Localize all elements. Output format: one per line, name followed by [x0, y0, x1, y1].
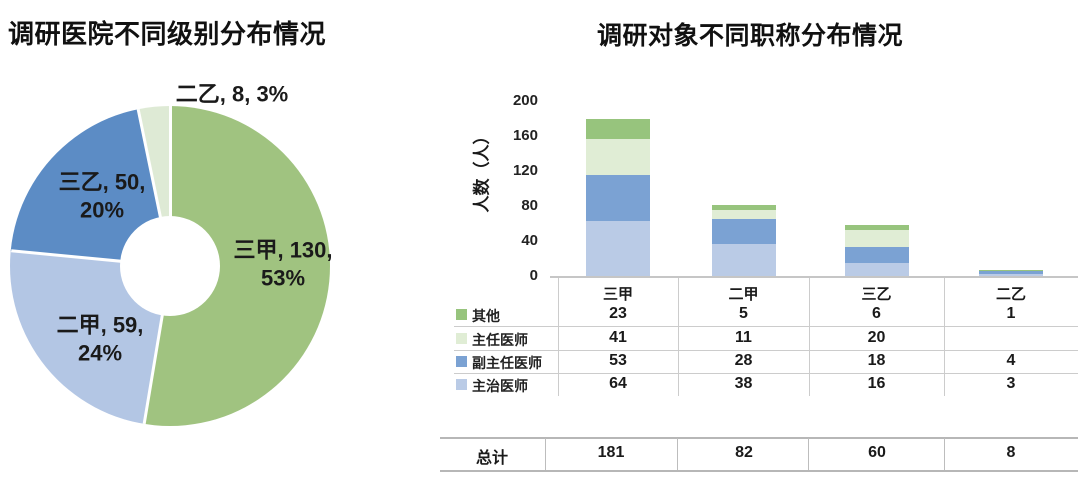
bar-segment-三甲 — [586, 174, 650, 221]
y-tick-label: 200 — [512, 92, 538, 109]
table-gridline — [454, 373, 1078, 374]
table-value: 53 — [609, 352, 627, 369]
table-value: 28 — [734, 352, 753, 369]
bar-segment-三甲 — [586, 118, 650, 139]
category-label: 二乙 — [995, 286, 1026, 303]
bar-segment-三乙 — [844, 229, 909, 248]
table-value: 1 — [1006, 305, 1016, 322]
donut-hole — [120, 216, 220, 316]
bar-segment-三甲 — [586, 221, 650, 277]
x-axis-baseline — [550, 276, 1078, 278]
bar-segment-三乙 — [844, 263, 909, 277]
totals-gridline — [677, 438, 678, 470]
y-tick-label: 40 — [521, 232, 538, 249]
pie-data-label-sanjia: 三甲, 130, 53% — [233, 237, 333, 291]
hospital-level-pie-panel: 调研医院不同级别分布情况 二乙, 8, 3% 三乙, 50, 20% 二甲, 5… — [0, 0, 440, 502]
table-gridline — [454, 326, 1078, 327]
pie-data-label-eryi: 二乙, 8, 3% — [175, 81, 289, 107]
table-value: 6 — [872, 305, 881, 322]
bar-segment-二甲 — [711, 205, 776, 210]
table-value: 16 — [867, 375, 886, 392]
table-gridline — [944, 278, 945, 396]
pie-chart-title: 调研医院不同级别分布情况 — [8, 19, 327, 49]
y-tick-label: 80 — [521, 197, 538, 214]
table-gridline — [678, 278, 679, 396]
category-label: 三甲 — [602, 286, 633, 303]
totals-gridline — [545, 438, 546, 470]
y-tick-label: 160 — [512, 127, 538, 144]
table-gridline — [809, 278, 810, 396]
totals-top-line — [440, 437, 1078, 439]
table-value: 64 — [609, 375, 627, 392]
bar-segment-二甲 — [711, 219, 776, 244]
legend-swatch — [456, 309, 467, 320]
y-tick-label: 120 — [512, 162, 538, 179]
bar-segment-二乙 — [979, 274, 1043, 277]
table-gridline — [558, 278, 559, 396]
totals-value: 60 — [868, 444, 886, 461]
pie-data-label-erjia: 二甲, 59, 24% — [56, 312, 144, 366]
bar-chart-title: 调研对象不同职称分布情况 — [596, 22, 903, 50]
legend-label: 其他 — [472, 308, 500, 324]
table-value: 41 — [609, 329, 627, 346]
legend-label: 副主任医师 — [472, 355, 542, 371]
totals-bottom-line — [440, 470, 1078, 472]
totals-value: 82 — [735, 444, 753, 461]
table-value: 4 — [1006, 352, 1016, 369]
bar-segment-三乙 — [844, 247, 909, 263]
bar-segment-三甲 — [586, 138, 650, 175]
table-value: 23 — [609, 305, 627, 322]
totals-gridline — [808, 438, 809, 470]
pie-slice-separator — [168, 106, 172, 266]
table-value: 38 — [734, 375, 753, 392]
bar-segment-二甲 — [711, 209, 776, 220]
table-value: 3 — [1006, 375, 1016, 392]
totals-value: 181 — [597, 444, 625, 461]
title-distribution-bar-panel: 调研对象不同职称分布情况 人数（人） 0 40 80 120 160 200 三甲 二甲 三乙… — [440, 0, 1080, 502]
category-label: 二甲 — [728, 286, 759, 303]
pie-data-label-sanyi: 三乙, 50, 20% — [58, 169, 146, 223]
legend-label: 主任医师 — [472, 332, 528, 348]
totals-value: 8 — [1006, 444, 1016, 461]
table-value: 20 — [867, 329, 886, 346]
legend-swatch — [456, 356, 467, 367]
table-value: 11 — [735, 329, 752, 346]
table-value: 5 — [739, 305, 748, 322]
bar-segment-二乙 — [979, 270, 1043, 271]
legend-swatch — [456, 333, 467, 344]
table-gridline — [454, 350, 1078, 351]
totals-gridline — [944, 438, 945, 470]
totals-label: 总计 — [475, 450, 508, 467]
bar-segment-二乙 — [979, 270, 1043, 275]
bar-segment-二甲 — [711, 243, 776, 277]
bar-segment-三乙 — [844, 224, 909, 230]
legend-swatch — [456, 379, 467, 390]
legend-label: 主治医师 — [472, 378, 528, 394]
y-tick-label: 0 — [529, 267, 538, 284]
table-value: 18 — [867, 352, 886, 369]
category-label: 三乙 — [861, 286, 892, 303]
